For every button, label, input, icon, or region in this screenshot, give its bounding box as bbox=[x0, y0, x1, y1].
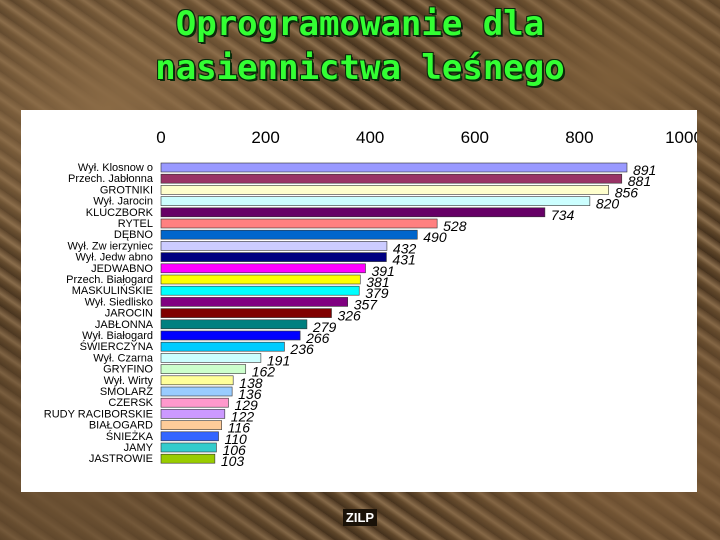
category-label: ŚWIERCZYNA bbox=[80, 340, 154, 353]
bar bbox=[160, 375, 234, 386]
category-label: Wył. Jedw abno bbox=[75, 252, 153, 264]
bar bbox=[160, 241, 388, 251]
category-label: Przech. Białogard bbox=[66, 274, 153, 286]
category-label: JASTROWIE bbox=[89, 453, 153, 465]
category-label: Wył. Jarocin bbox=[93, 196, 153, 208]
category-label: Przech. Jabłonna bbox=[68, 173, 154, 185]
category-label: BIAŁOGARD bbox=[89, 420, 153, 432]
value-label: 236 bbox=[289, 341, 314, 357]
category-label: KLUCZBORK bbox=[86, 207, 154, 219]
footer: ZILP bbox=[0, 509, 720, 526]
bar bbox=[160, 162, 628, 173]
category-label: ŚNIEŻKA bbox=[106, 430, 154, 443]
bar bbox=[160, 308, 332, 318]
value-label: 891 bbox=[633, 162, 656, 178]
value-label: 881 bbox=[628, 173, 651, 189]
value-label: 129 bbox=[234, 397, 258, 413]
category-label: Wył. Białogard bbox=[82, 330, 153, 342]
chart-panel: 0 200 400 600 800 1000 Wył. Klosnow o 891 Przech… bbox=[21, 110, 697, 492]
category-label: DĘBNO bbox=[114, 229, 154, 241]
value-label: 191 bbox=[267, 352, 290, 368]
category-label: GROTNIKI bbox=[100, 184, 153, 196]
category-label: RUDY RACIBORSKIE bbox=[44, 408, 153, 420]
bar bbox=[160, 297, 349, 307]
x-tick-label: 800 bbox=[565, 128, 593, 147]
bar bbox=[160, 442, 217, 453]
bar bbox=[160, 207, 546, 218]
value-label: 136 bbox=[238, 386, 262, 402]
value-label: 391 bbox=[371, 263, 394, 279]
category-label: JABŁONNA bbox=[95, 319, 154, 331]
bar bbox=[160, 285, 360, 296]
value-label: 432 bbox=[393, 240, 417, 256]
x-tick-label: 400 bbox=[356, 128, 384, 147]
bar bbox=[160, 185, 609, 195]
value-label: 279 bbox=[312, 319, 337, 335]
value-label: 528 bbox=[443, 218, 467, 234]
value-label: 431 bbox=[392, 252, 415, 268]
category-label: CZERSK bbox=[108, 397, 153, 409]
category-label: JEDWABNO bbox=[91, 263, 153, 275]
x-tick-label: 1000 bbox=[665, 128, 697, 147]
value-label: 162 bbox=[252, 364, 276, 380]
category-label: Wył. Klosnow o bbox=[78, 162, 153, 174]
category-label: JAROCIN bbox=[105, 308, 153, 320]
footer-label: ZILP bbox=[342, 509, 378, 526]
category-label: JAMY bbox=[124, 442, 154, 454]
bar-chart: 0 200 400 600 800 1000 Wył. Klosnow o 891 Przech… bbox=[44, 128, 697, 469]
value-label: 116 bbox=[228, 420, 251, 436]
bar bbox=[160, 397, 229, 408]
bar bbox=[160, 319, 308, 330]
value-label: 734 bbox=[551, 207, 575, 223]
value-label: 856 bbox=[615, 184, 639, 200]
bar bbox=[160, 431, 219, 442]
value-label: 106 bbox=[222, 442, 246, 458]
category-label: Wył. Zw ierzyniec bbox=[68, 240, 154, 252]
x-tick-label: 0 bbox=[156, 128, 165, 147]
value-label: 490 bbox=[423, 229, 447, 245]
title-line-1: Oprogramowanie dla bbox=[175, 4, 545, 44]
bar bbox=[160, 364, 247, 374]
value-label: 326 bbox=[337, 308, 361, 324]
category-label: Wył. Siedlisko bbox=[85, 296, 153, 308]
bar bbox=[160, 196, 591, 206]
category-label: Wył. Czarna bbox=[93, 352, 154, 364]
bar bbox=[160, 420, 222, 430]
value-label: 122 bbox=[231, 408, 255, 424]
bar bbox=[160, 386, 233, 397]
value-label: 357 bbox=[354, 296, 379, 312]
bar bbox=[160, 274, 361, 285]
bar bbox=[160, 252, 387, 262]
bar bbox=[160, 218, 438, 229]
x-tick-label: 600 bbox=[461, 128, 489, 147]
bar bbox=[160, 353, 262, 363]
category-label: MASKULIŃSKIE bbox=[72, 284, 153, 297]
category-label: Wył. Wirty bbox=[104, 375, 154, 387]
bar bbox=[160, 173, 623, 184]
value-label: 266 bbox=[305, 330, 330, 346]
bar bbox=[160, 330, 301, 341]
value-label: 379 bbox=[365, 285, 389, 301]
bar bbox=[160, 409, 226, 419]
slide-title: Oprogramowanie dla nasiennictwa leśnego bbox=[0, 2, 720, 90]
category-label: SMOLARZ bbox=[100, 386, 153, 398]
category-label: GRYFINO bbox=[103, 364, 153, 376]
bar bbox=[160, 263, 366, 274]
bar bbox=[160, 341, 285, 352]
bar bbox=[160, 453, 216, 464]
value-label: 110 bbox=[225, 431, 248, 447]
category-label: RYTEL bbox=[118, 218, 153, 230]
value-label: 381 bbox=[366, 274, 389, 290]
title-line-2: nasiennictwa leśnego bbox=[155, 48, 565, 88]
value-label: 820 bbox=[596, 196, 620, 212]
value-label: 138 bbox=[239, 375, 263, 391]
bar bbox=[160, 229, 418, 240]
x-tick-label: 200 bbox=[251, 128, 279, 147]
value-label: 103 bbox=[221, 453, 245, 469]
